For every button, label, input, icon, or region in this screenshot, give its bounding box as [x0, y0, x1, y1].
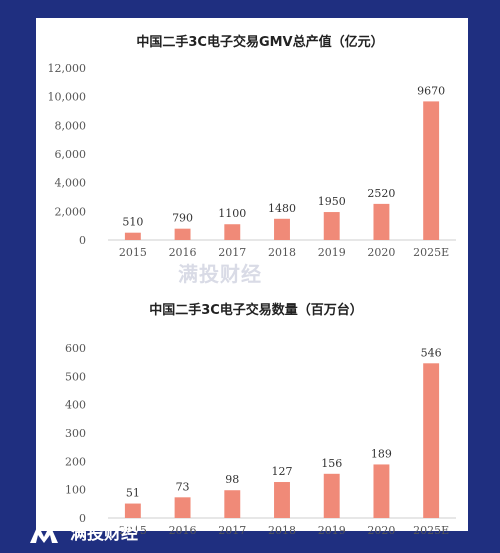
- x-tick-label: 2018: [268, 524, 296, 536]
- y-tick-label: 0: [79, 512, 86, 525]
- gmv-bar-chart: 中国二手3C电子交易GMV总产值（亿元） 0 2,000 4,000 6,000 8,0…: [48, 34, 456, 259]
- y-tick-label: 2,000: [55, 205, 87, 218]
- bar: [124, 232, 141, 240]
- data-label: 98: [225, 473, 239, 486]
- x-tick-label: 2018: [268, 246, 296, 259]
- bar: [274, 218, 290, 240]
- y-tick-label: 200: [65, 455, 86, 468]
- y-tick-label: 600: [65, 342, 86, 355]
- bar: [224, 224, 241, 240]
- footer-brand-name: 满投财经: [70, 524, 138, 544]
- data-label: 546: [421, 346, 442, 359]
- data-label: 9670: [417, 84, 445, 97]
- bar: [323, 212, 340, 240]
- y-tick-label: 4,000: [55, 177, 87, 190]
- chart-card: 中国二手3C电子交易GMV总产值（亿元） 0 2,000 4,000 6,000 8,0…: [36, 18, 468, 536]
- bar: [423, 363, 440, 518]
- bar: [323, 473, 340, 518]
- x-tick-label: 2015: [119, 246, 147, 259]
- bar: [274, 482, 290, 518]
- bar: [174, 497, 191, 518]
- bar: [423, 101, 440, 240]
- data-label: 2520: [367, 187, 395, 200]
- data-label: 510: [122, 216, 143, 229]
- watermark-text: 满投财经: [178, 262, 262, 286]
- bar: [174, 228, 191, 240]
- x-tick-label: 2020: [367, 524, 395, 536]
- data-label: 1480: [268, 202, 296, 215]
- x-tick-label: 2019: [318, 246, 346, 259]
- chart-title: 中国二手3C电子交易GMV总产值（亿元）: [136, 34, 383, 50]
- y-tick-label: 6,000: [55, 148, 87, 161]
- x-tick-label: 2016: [169, 524, 197, 536]
- data-label: 189: [371, 447, 392, 460]
- data-label: 127: [272, 465, 293, 478]
- brand-logo-icon: [30, 524, 58, 543]
- x-tick-label: 2017: [218, 524, 246, 536]
- y-tick-label: 10,000: [48, 91, 87, 104]
- data-label: 1100: [218, 207, 246, 220]
- chart-title: 中国二手3C电子交易数量（百万台）: [149, 302, 363, 318]
- y-tick-label: 12,000: [48, 62, 87, 75]
- data-label: 156: [321, 457, 342, 470]
- data-label: 1950: [318, 195, 346, 208]
- x-tick-label: 2017: [218, 246, 246, 259]
- x-tick-label: 2020: [367, 246, 395, 259]
- data-label: 51: [126, 487, 140, 500]
- y-tick-label: 500: [65, 370, 86, 383]
- bar: [224, 490, 241, 518]
- bar: [124, 503, 141, 518]
- y-tick-label: 300: [65, 427, 86, 440]
- y-tick-label: 100: [65, 484, 86, 497]
- bar: [373, 464, 390, 518]
- data-label: 790: [172, 212, 193, 225]
- quantity-bar-chart: 中国二手3C电子交易数量（百万台） 0 100 200 300 400 500 600 51 2…: [65, 302, 456, 536]
- x-tick-label: 2019: [318, 524, 346, 536]
- x-tick-label: 2015: [119, 524, 147, 536]
- bar: [373, 203, 390, 240]
- y-tick-label: 400: [65, 399, 86, 412]
- x-tick-label: 2016: [169, 246, 197, 259]
- y-tick-label: 8,000: [55, 119, 87, 132]
- x-tick-label: 2025E: [413, 246, 449, 259]
- data-label: 73: [176, 480, 190, 493]
- x-tick-label: 2025E: [413, 524, 449, 536]
- y-tick-label: 0: [79, 234, 86, 247]
- footer-brand: 满投财经: [30, 519, 138, 544]
